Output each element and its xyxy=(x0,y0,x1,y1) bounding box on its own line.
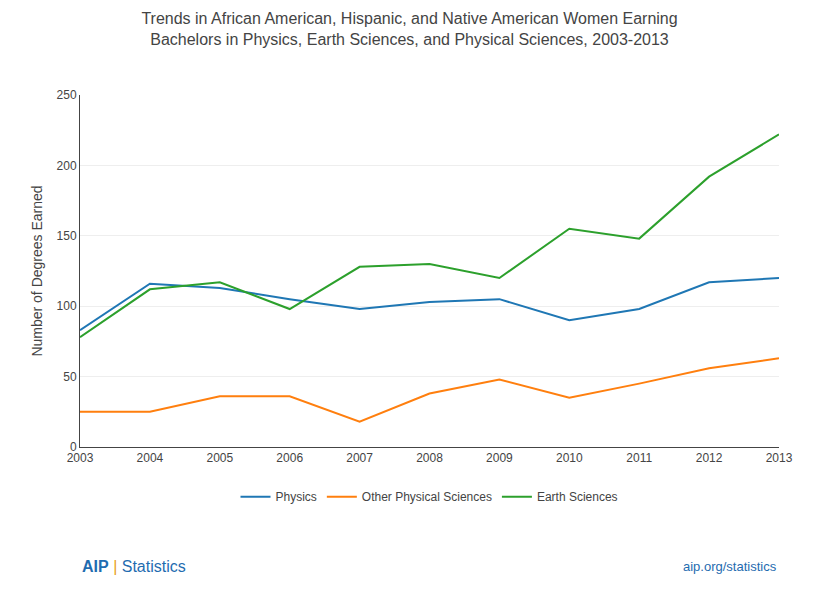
svg-text:2009: 2009 xyxy=(486,451,513,465)
svg-text:2012: 2012 xyxy=(696,451,723,465)
svg-text:Trends in African American, Hi: Trends in African American, Hispanic, an… xyxy=(141,10,677,48)
svg-text:aip.org/statistics: aip.org/statistics xyxy=(683,559,777,574)
svg-text:2008: 2008 xyxy=(416,451,443,465)
svg-text:2004: 2004 xyxy=(137,451,164,465)
svg-text:200: 200 xyxy=(57,159,77,173)
svg-text:2013: 2013 xyxy=(766,451,793,465)
svg-text:100: 100 xyxy=(57,299,77,313)
svg-text:50: 50 xyxy=(63,370,77,384)
svg-text:0: 0 xyxy=(70,440,77,454)
svg-text:2003: 2003 xyxy=(67,451,94,465)
svg-text:2007: 2007 xyxy=(346,451,373,465)
svg-text:2006: 2006 xyxy=(276,451,303,465)
svg-text:250: 250 xyxy=(57,88,77,102)
svg-text:AIP | Statistics: AIP | Statistics xyxy=(82,558,186,575)
svg-text:Number of Degrees Earned: Number of Degrees Earned xyxy=(29,185,45,356)
svg-text:2011: 2011 xyxy=(626,451,652,465)
svg-text:Earth Sciences: Earth Sciences xyxy=(537,490,618,504)
svg-text:2005: 2005 xyxy=(206,451,233,465)
svg-text:Physics: Physics xyxy=(276,490,317,504)
svg-text:150: 150 xyxy=(57,229,77,243)
svg-text:2010: 2010 xyxy=(556,451,583,465)
svg-text:Other Physical Sciences: Other Physical Sciences xyxy=(362,490,492,504)
